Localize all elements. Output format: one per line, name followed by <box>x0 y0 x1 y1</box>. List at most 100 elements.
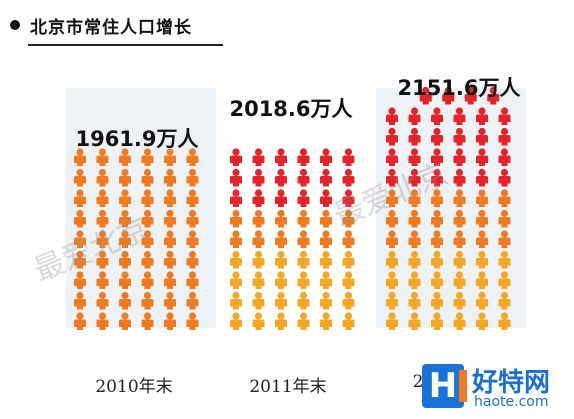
logo-domain: haote.com <box>474 394 549 410</box>
person-icon <box>442 86 455 105</box>
person-icon <box>431 189 443 207</box>
person-icon <box>476 148 488 166</box>
person-icon <box>476 291 488 310</box>
person-icon <box>74 189 86 207</box>
person-icon <box>164 189 176 207</box>
person-icon <box>431 107 443 125</box>
person-icon <box>386 209 398 228</box>
person-icon <box>487 86 500 105</box>
person-icon <box>96 312 109 330</box>
person-icon <box>431 230 443 248</box>
person-icon <box>186 189 199 207</box>
person-icon <box>431 271 443 289</box>
person-icon <box>453 107 466 125</box>
person-icon <box>320 271 332 289</box>
person-icon <box>342 312 355 330</box>
person-icon <box>230 209 242 228</box>
person-icon <box>408 291 421 310</box>
person-icon <box>96 189 109 207</box>
person-icon <box>320 189 332 207</box>
person-icon <box>431 148 443 166</box>
person-icon <box>186 230 199 248</box>
person-icon <box>297 312 310 330</box>
person-icon <box>476 209 488 228</box>
person-icon <box>74 168 86 187</box>
person-icon <box>453 230 466 248</box>
person-icon <box>320 168 332 187</box>
person-icon <box>252 250 265 269</box>
person-icon <box>498 312 511 330</box>
person-icon <box>119 312 131 330</box>
person-icon <box>74 271 86 289</box>
person-icon <box>141 168 154 187</box>
person-icon <box>320 230 332 248</box>
person-icon <box>252 291 265 310</box>
person-icon <box>431 250 443 269</box>
person-icon <box>386 168 398 187</box>
person-icon <box>386 271 398 289</box>
person-icon <box>186 291 199 310</box>
person-icon <box>141 230 154 248</box>
bar-2010年末 <box>74 148 199 330</box>
person-icon <box>164 168 176 187</box>
person-icon <box>275 148 287 166</box>
person-icon <box>431 312 443 330</box>
person-icon <box>252 168 265 187</box>
person-icon <box>297 230 310 248</box>
person-icon <box>476 271 488 289</box>
person-icon <box>164 230 176 248</box>
person-icon <box>74 312 86 330</box>
value-label-2010: 1961.9万人 <box>75 127 199 151</box>
person-icon <box>96 209 109 228</box>
person-icon <box>498 127 511 146</box>
person-icon <box>119 271 131 289</box>
person-icon <box>164 209 176 228</box>
person-icon <box>320 291 332 310</box>
person-icon <box>275 209 287 228</box>
person-icon <box>74 250 86 269</box>
person-icon <box>476 107 488 125</box>
person-icon <box>230 250 242 269</box>
person-icon <box>386 250 398 269</box>
person-icon <box>164 312 176 330</box>
person-icon <box>342 291 355 310</box>
person-icon <box>230 168 242 187</box>
person-icon <box>119 291 131 310</box>
person-icon <box>386 127 398 146</box>
person-icon <box>252 312 265 330</box>
person-icon <box>275 250 287 269</box>
person-icon <box>96 271 109 289</box>
person-icon <box>408 168 421 187</box>
person-icon <box>431 168 443 187</box>
person-icon <box>297 271 310 289</box>
person-icon <box>342 148 355 166</box>
person-icon <box>275 312 287 330</box>
person-icon <box>119 250 131 269</box>
person-icon <box>119 209 131 228</box>
person-icon <box>186 168 199 187</box>
person-icon <box>408 312 421 330</box>
person-icon <box>164 250 176 269</box>
chart-title-text: 北京市常住人口增长 <box>30 17 192 38</box>
person-icon <box>275 168 287 187</box>
person-icon <box>476 250 488 269</box>
person-icon <box>408 148 421 166</box>
person-icon <box>386 230 398 248</box>
person-icon <box>386 148 398 166</box>
person-icon <box>297 189 310 207</box>
person-icon <box>431 291 443 310</box>
person-icon <box>453 291 466 310</box>
title-underline <box>28 44 223 46</box>
person-icon <box>408 189 421 207</box>
person-icon <box>230 148 242 166</box>
bullet-dot-icon <box>10 20 20 30</box>
person-icon <box>141 148 154 166</box>
person-icon <box>252 271 265 289</box>
person-icon <box>275 271 287 289</box>
person-icon <box>342 271 355 289</box>
person-icon <box>498 209 511 228</box>
person-icon <box>252 209 265 228</box>
person-icon <box>408 271 421 289</box>
person-icon <box>96 168 109 187</box>
